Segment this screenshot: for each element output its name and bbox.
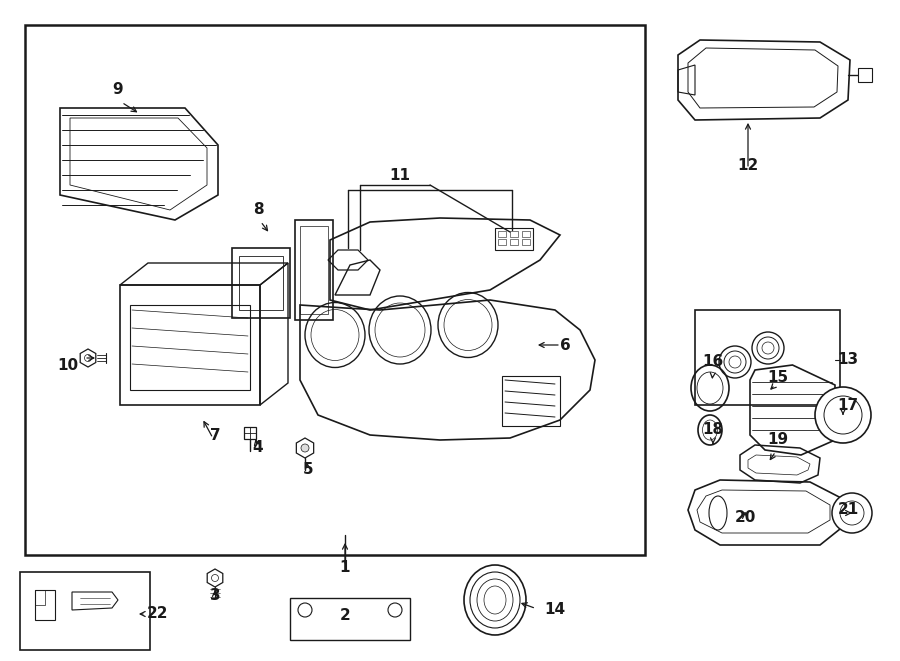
Bar (502, 376, 560, 426)
Text: 16: 16 (702, 354, 724, 369)
Text: 3: 3 (210, 588, 220, 602)
Circle shape (719, 346, 751, 378)
Text: 20: 20 (734, 510, 756, 525)
Bar (232, 248, 290, 318)
Circle shape (388, 603, 402, 617)
Text: 19: 19 (768, 432, 788, 447)
Text: 17: 17 (837, 397, 859, 412)
Bar (290, 598, 410, 640)
Bar (35, 590, 55, 620)
Bar (522, 231, 530, 237)
Text: 2: 2 (339, 607, 350, 623)
Polygon shape (296, 438, 314, 458)
Text: 12: 12 (737, 157, 759, 173)
Bar (244, 427, 256, 439)
Text: 21: 21 (837, 502, 859, 518)
Text: 1: 1 (340, 559, 350, 574)
Text: 18: 18 (702, 422, 724, 438)
Bar (522, 239, 530, 245)
Bar (239, 256, 283, 310)
Text: 13: 13 (837, 352, 859, 368)
Bar (25, 25, 645, 555)
Text: 4: 4 (253, 440, 264, 455)
Bar (20, 572, 150, 650)
Bar (498, 231, 506, 237)
Bar (300, 226, 328, 314)
Text: 6: 6 (560, 338, 571, 352)
Circle shape (832, 493, 872, 533)
Bar (35, 590, 45, 605)
Text: 14: 14 (544, 602, 565, 617)
Circle shape (815, 387, 871, 443)
Text: 10: 10 (58, 358, 78, 373)
Bar (695, 310, 840, 405)
Bar (495, 228, 533, 250)
Bar (510, 231, 518, 237)
Text: 22: 22 (148, 607, 169, 621)
Text: 5: 5 (302, 463, 313, 477)
Bar (295, 220, 333, 320)
Text: 9: 9 (112, 83, 123, 98)
Circle shape (301, 444, 309, 452)
Text: 8: 8 (253, 202, 264, 217)
Bar (130, 305, 250, 390)
Bar (858, 68, 872, 82)
Text: 7: 7 (210, 428, 220, 442)
Circle shape (752, 332, 784, 364)
Bar (498, 239, 506, 245)
Bar (510, 239, 518, 245)
Polygon shape (80, 349, 95, 367)
Polygon shape (207, 569, 223, 587)
Bar (120, 285, 260, 405)
Text: 11: 11 (390, 167, 410, 182)
Text: 15: 15 (768, 371, 788, 385)
Circle shape (298, 603, 312, 617)
